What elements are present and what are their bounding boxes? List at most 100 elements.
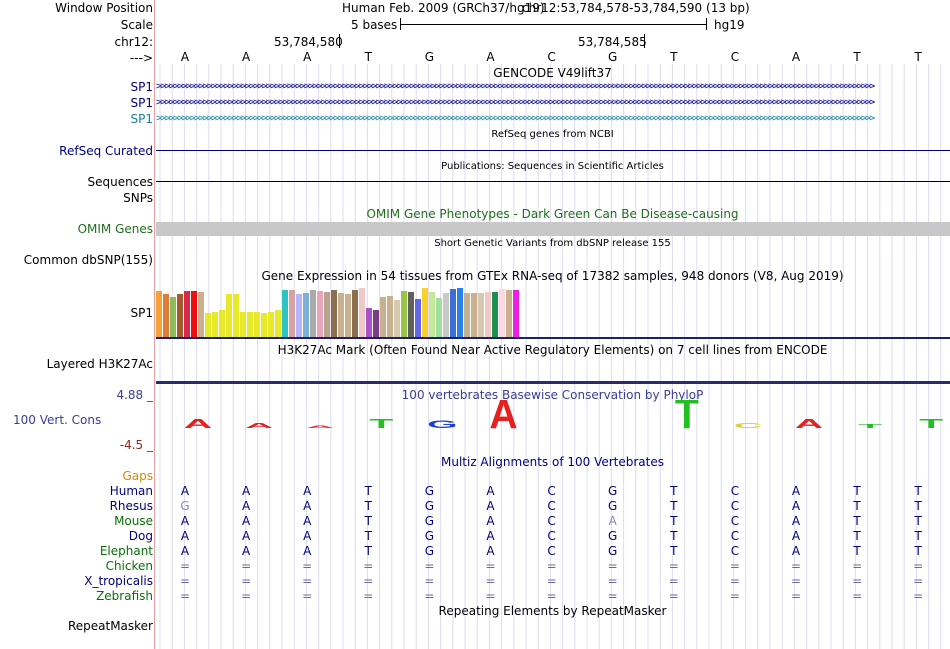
species-label[interactable]: Chicken (105, 559, 153, 573)
species-label[interactable]: Elephant (99, 544, 153, 558)
gencode-item-label[interactable]: SP1 (130, 80, 154, 94)
gtex-tissue-bar[interactable] (191, 291, 197, 337)
alignment-base: = (485, 559, 496, 573)
gtex-tissue-bar[interactable] (233, 294, 239, 337)
alignment-base: A (180, 529, 190, 543)
gencode-transcript-line[interactable]: >>>>>>>>>>>>>>>>>>>>>>>>>>>>>>>>>>>>>>>>… (156, 113, 875, 124)
phylop-track-label[interactable]: 100 Vert. Cons (13, 413, 102, 427)
gtex-tissue-bar[interactable] (464, 293, 470, 337)
gtex-tissue-bar[interactable] (429, 292, 435, 337)
alignment-base: A (486, 484, 495, 498)
gtex-bar-chart[interactable] (156, 285, 536, 337)
gtex-tissue-bar[interactable] (443, 293, 449, 337)
gtex-tissue-bar[interactable] (275, 310, 281, 337)
gtex-tissue-bar[interactable] (380, 297, 386, 337)
h3k27ac-track-label[interactable]: Layered H3K27Ac (46, 357, 153, 371)
refseq-gene-line[interactable] (156, 150, 950, 151)
gtex-tissue-bar[interactable] (156, 291, 162, 337)
species-label[interactable]: Rhesus (109, 499, 153, 513)
alignment-base: = (729, 574, 740, 588)
gtex-tissue-bar[interactable] (240, 312, 246, 337)
alignment-base: G (424, 529, 435, 543)
gtex-tissue-bar[interactable] (254, 312, 260, 337)
species-label[interactable]: Zebrafish (96, 589, 153, 603)
gtex-tissue-bar[interactable] (205, 313, 211, 337)
gtex-tissue-bar[interactable] (303, 293, 309, 337)
gtex-tissue-bar[interactable] (471, 293, 477, 337)
omim-track-label[interactable]: OMIM Genes (77, 222, 153, 236)
gtex-tissue-bar[interactable] (331, 290, 337, 337)
species-label[interactable]: Dog (128, 529, 153, 543)
gtex-tissue-bar[interactable] (261, 313, 267, 337)
publications-line[interactable] (156, 181, 950, 182)
h3k27ac-signal[interactable] (156, 381, 950, 384)
gtex-tissue-bar[interactable] (226, 294, 232, 337)
gtex-tissue-bar[interactable] (492, 292, 498, 337)
gtex-track-label[interactable]: SP1 (130, 306, 154, 320)
gtex-tissue-bar[interactable] (401, 291, 407, 337)
snps-track-label[interactable]: SNPs (123, 191, 153, 205)
species-label[interactable]: X_tropicalis (84, 574, 153, 588)
phylop-base-glyph: A (245, 422, 273, 430)
gtex-tissue-bar[interactable] (338, 293, 344, 337)
alignment-base: T (670, 529, 678, 543)
alignment-base: = (302, 574, 313, 588)
gtex-tissue-bar[interactable] (317, 291, 323, 337)
gtex-tissue-bar[interactable] (485, 292, 491, 337)
gtex-tissue-bar[interactable] (478, 293, 484, 337)
gtex-tissue-bar[interactable] (513, 290, 519, 337)
gtex-tissue-bar[interactable] (373, 310, 379, 337)
gtex-tissue-bar[interactable] (345, 294, 351, 337)
alignment-base: G (608, 484, 618, 498)
gtex-tissue-bar[interactable] (408, 292, 414, 337)
gtex-tissue-bar[interactable] (170, 297, 176, 337)
gtex-tissue-bar[interactable] (499, 289, 505, 337)
gtex-tissue-bar[interactable] (387, 296, 393, 337)
gencode-transcript-line[interactable]: >>>>>>>>>>>>>>>>>>>>>>>>>>>>>>>>>>>>>>>>… (156, 97, 875, 108)
gtex-tissue-bar[interactable] (359, 288, 365, 337)
omim-gene-band[interactable] (156, 222, 950, 236)
gtex-tissue-bar[interactable] (177, 294, 183, 337)
gtex-tissue-bar[interactable] (394, 300, 400, 337)
repeatmasker-track-label[interactable]: RepeatMasker (67, 619, 153, 633)
gtex-tissue-bar[interactable] (436, 298, 442, 337)
gencode-transcript-line[interactable]: >>>>>>>>>>>>>>>>>>>>>>>>>>>>>>>>>>>>>>>>… (156, 81, 875, 92)
gtex-tissue-bar[interactable] (219, 310, 225, 337)
gtex-tissue-bar[interactable] (450, 289, 456, 337)
publications-track-label[interactable]: Sequences (87, 175, 153, 189)
gtex-tissue-bar[interactable] (198, 292, 204, 337)
gtex-tissue-bar[interactable] (163, 294, 169, 337)
gtex-tissue-bar[interactable] (310, 290, 316, 337)
alignment-base: T (914, 499, 922, 513)
gtex-tissue-bar[interactable] (457, 288, 463, 337)
gtex-tissue-bar[interactable] (268, 312, 274, 337)
species-label[interactable]: Human (109, 484, 153, 498)
gencode-item-label[interactable]: SP1 (130, 112, 154, 126)
refseq-track-label[interactable]: RefSeq Curated (59, 144, 153, 158)
gtex-tissue-bar[interactable] (289, 290, 295, 337)
alignment-base: A (303, 484, 312, 498)
gtex-tissue-bar[interactable] (282, 290, 288, 337)
gtex-tissue-bar[interactable] (366, 308, 372, 337)
alignment-base: = (913, 589, 924, 603)
gtex-tissue-bar[interactable] (415, 299, 421, 337)
alignment-base: = (363, 559, 374, 573)
gencode-track-title: GENCODE V49lift37 (493, 66, 612, 80)
gtex-tissue-bar[interactable] (506, 290, 512, 337)
gtex-tissue-bar[interactable] (422, 288, 428, 337)
gaps-label[interactable]: Gaps (122, 469, 153, 483)
species-label[interactable]: Mouse (114, 514, 153, 528)
gtex-tissue-bar[interactable] (212, 312, 218, 337)
gencode-item-label[interactable]: SP1 (130, 96, 154, 110)
gtex-tissue-bar[interactable] (247, 312, 253, 337)
gtex-tissue-bar[interactable] (184, 291, 190, 337)
phylop-base-glyph: A (489, 400, 517, 437)
alignment-base: A (241, 514, 251, 528)
alignment-base: T (914, 514, 922, 528)
gtex-tissue-bar[interactable] (324, 292, 330, 337)
dbsnp-track-label[interactable]: Common dbSNP(155) (23, 253, 153, 267)
gtex-tissue-bar[interactable] (296, 294, 302, 337)
alignment-base: = (790, 559, 802, 573)
gtex-tissue-bar[interactable] (352, 290, 358, 337)
